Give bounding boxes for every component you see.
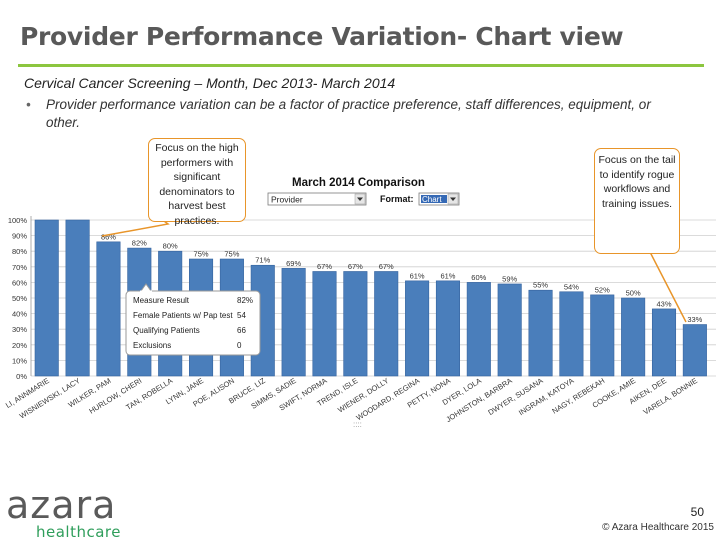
logo-wordmark: azara <box>6 483 117 527</box>
y-tick-label: 100% <box>8 216 28 225</box>
page-number: 50 <box>690 505 704 519</box>
value-label: 71% <box>255 256 270 265</box>
value-label: 80% <box>163 242 178 251</box>
bar-chart: 0% 10% 20% 30% 40% 50% 60% 70% 80% 90% 100% 86% 82%… <box>4 177 716 429</box>
category-label: DWYER, SUSANA <box>486 376 544 417</box>
tooltip-value: 66 <box>237 326 246 335</box>
tooltip-rows: Measure Result 82% Female Patients w/ Pap … <box>133 296 253 350</box>
value-label: 67% <box>348 262 363 271</box>
bar <box>281 268 306 377</box>
value-label: 52% <box>595 285 610 294</box>
hover-tooltip: Measure Result 82% Female Patients w/ Pap … <box>125 283 261 356</box>
bullet-marker: • <box>26 97 31 112</box>
slide-subtitle: Cervical Cancer Screening – Month, Dec 2… <box>24 75 396 91</box>
category-label: HURLOW, CHERI <box>87 376 143 416</box>
title-underline <box>18 64 704 67</box>
value-label: 50% <box>626 289 641 298</box>
provider-select[interactable]: Provider <box>267 192 367 206</box>
y-tick-label: 60% <box>12 278 27 287</box>
tooltip-label: Female Patients w/ Pap test <box>133 311 233 320</box>
category-label: NAGY, REBEKAH <box>550 376 606 416</box>
bar <box>435 280 460 377</box>
value-label: 75% <box>224 250 239 259</box>
value-label: 33% <box>687 315 702 324</box>
copyright: © Azara Healthcare 2015 <box>602 522 714 533</box>
chart-title: March 2014 Comparison <box>292 177 425 189</box>
y-tick-label: 70% <box>12 263 27 272</box>
y-tick-label: 0% <box>16 372 27 381</box>
value-label: 43% <box>656 299 671 308</box>
y-tick-label: 20% <box>12 341 27 350</box>
left-callout: Focus on the high performers with signif… <box>148 138 246 227</box>
value-label: 54% <box>564 282 579 291</box>
right-callout: Focus on the tail to identify rogue work… <box>594 148 680 254</box>
bar <box>405 280 430 377</box>
y-axis-ticks: 0% 10% 20% 30% 40% 50% 60% 70% 80% 90% 100% <box>8 216 28 381</box>
tooltip-value: 0 <box>237 341 242 350</box>
bar <box>34 219 59 377</box>
value-label: 59% <box>502 274 517 283</box>
bar <box>312 271 337 377</box>
value-label: 67% <box>317 262 332 271</box>
y-tick-label: 10% <box>12 356 27 365</box>
format-select-value: Chart <box>422 195 442 204</box>
bar <box>466 282 491 377</box>
category-label: VARELA, BONNIE <box>642 376 699 416</box>
tooltip-label: Qualifying Patients <box>133 326 200 335</box>
value-label: 86% <box>101 232 116 241</box>
bar <box>96 241 121 377</box>
bar <box>528 289 553 377</box>
value-labels: 86% 82% 80% 75% 75% 71% 69% 67% 67% 67% 61% 61% 60% 5… <box>101 232 703 324</box>
azara-logo: azara healthcare <box>6 486 121 540</box>
bar <box>590 294 615 377</box>
tooltip-value: 54 <box>237 311 246 320</box>
tooltip-label: Exclusions <box>133 341 171 350</box>
bullet-point: • Provider performance variation can be … <box>26 96 666 132</box>
y-tick-label: 80% <box>12 247 27 256</box>
resize-grip: :::: <box>353 420 362 429</box>
value-label: 75% <box>194 250 209 259</box>
chevron-down-icon <box>357 197 363 201</box>
y-tick-label: 40% <box>12 310 27 319</box>
bar <box>682 324 707 377</box>
bar <box>621 297 646 377</box>
chevron-down-icon <box>450 197 456 201</box>
bar <box>343 271 368 377</box>
y-tick-label: 90% <box>12 232 27 241</box>
format-label: Format: <box>380 194 414 204</box>
category-label: INGRAM, KATOYA <box>517 376 575 417</box>
y-tick-label: 50% <box>12 294 27 303</box>
value-label: 69% <box>286 259 301 268</box>
bar <box>559 291 584 377</box>
value-label: 60% <box>471 273 486 282</box>
value-label: 55% <box>533 281 548 290</box>
bar <box>497 283 522 377</box>
format-select[interactable]: Chart <box>418 192 460 206</box>
provider-select-value: Provider <box>271 195 303 205</box>
y-tick-label: 30% <box>12 325 27 334</box>
bar <box>65 219 90 377</box>
value-label: 67% <box>379 262 394 271</box>
value-label: 61% <box>410 271 425 280</box>
bullet-text: Provider performance variation can be a … <box>46 97 651 130</box>
value-label: 82% <box>132 239 147 248</box>
value-label: 61% <box>440 271 455 280</box>
logo-subtitle: healthcare <box>36 523 121 541</box>
slide-title: Provider Performance Variation- Chart vi… <box>20 22 624 51</box>
bar <box>651 308 677 377</box>
tooltip-value: 82% <box>237 296 253 305</box>
tooltip-label: Measure Result <box>133 296 190 305</box>
bar <box>374 271 399 377</box>
